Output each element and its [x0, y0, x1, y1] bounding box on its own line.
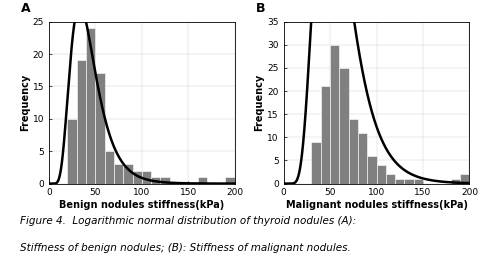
- Bar: [142, 171, 151, 184]
- Bar: [114, 164, 123, 184]
- Bar: [329, 45, 339, 184]
- Y-axis label: Frequency: Frequency: [20, 74, 30, 131]
- Bar: [366, 156, 376, 184]
- Text: B: B: [255, 2, 264, 15]
- Bar: [86, 28, 95, 184]
- Bar: [104, 151, 114, 184]
- Bar: [95, 73, 104, 184]
- Bar: [123, 164, 132, 184]
- Bar: [197, 177, 206, 184]
- Bar: [357, 133, 366, 184]
- Bar: [320, 86, 329, 184]
- Text: Stiffness of benign nodules; (B): Stiffness of malignant nodules.: Stiffness of benign nodules; (B): Stiffn…: [20, 243, 349, 253]
- Bar: [311, 142, 320, 184]
- Bar: [459, 174, 468, 184]
- Bar: [385, 174, 394, 184]
- Bar: [67, 119, 77, 184]
- Text: A: A: [21, 2, 31, 15]
- Bar: [151, 177, 160, 184]
- Bar: [77, 60, 86, 184]
- Bar: [450, 179, 459, 184]
- X-axis label: Benign nodules stiffness(kPa): Benign nodules stiffness(kPa): [59, 200, 224, 210]
- Y-axis label: Frequency: Frequency: [254, 74, 264, 131]
- Bar: [339, 68, 348, 184]
- X-axis label: Malignant nodules stiffness(kPa): Malignant nodules stiffness(kPa): [285, 200, 467, 210]
- Bar: [132, 171, 142, 184]
- Bar: [348, 119, 357, 184]
- Text: Figure 4.  Logarithmic normal distribution of thyroid nodules (A):: Figure 4. Logarithmic normal distributio…: [20, 216, 355, 226]
- Bar: [160, 177, 169, 184]
- Bar: [404, 179, 413, 184]
- Bar: [376, 165, 385, 184]
- Bar: [413, 179, 422, 184]
- Bar: [225, 177, 234, 184]
- Bar: [394, 179, 404, 184]
